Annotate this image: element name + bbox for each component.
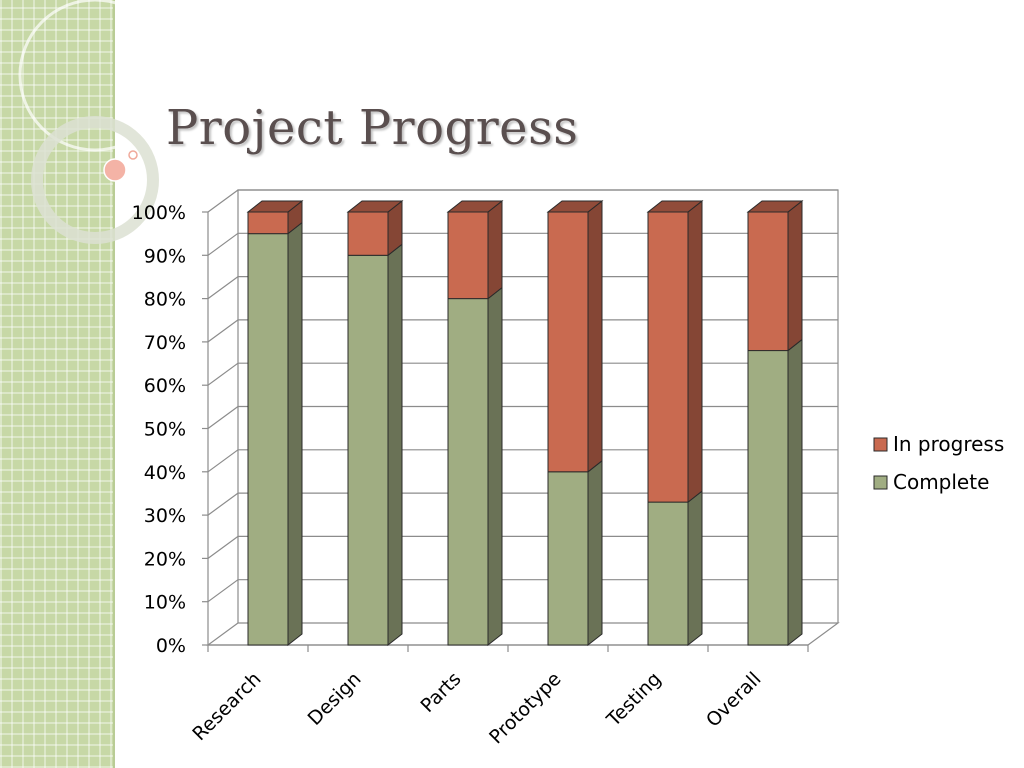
x-axis-category-labels: Research Design Parts Prototype Testing Overa… (188, 668, 765, 748)
chart-gridlines (207, 189, 838, 603)
bar-segment (647, 490, 703, 647)
bar-segment (247, 221, 303, 647)
bar-segment (746, 199, 804, 352)
chart-legend: In progress Complete (873, 432, 1004, 494)
bar-segment (447, 286, 503, 647)
x-category-label: Overall (702, 668, 766, 732)
y-tick-label: 30% (144, 505, 186, 527)
gridline (207, 492, 838, 516)
decor-ring-large (18, 0, 172, 152)
bar-side (787, 338, 803, 647)
bar-front (647, 501, 689, 646)
bar-side (787, 199, 803, 352)
gridline (207, 535, 838, 559)
bar-front (747, 211, 789, 352)
slide-title: Project Progress (166, 100, 579, 156)
bar-side (687, 199, 703, 504)
legend-swatch (873, 437, 888, 452)
x-category-label: Research (188, 668, 265, 745)
y-tick-label: 80% (144, 289, 186, 311)
y-tick-label: 90% (144, 245, 186, 267)
bar-side (387, 243, 403, 647)
decorative-circles (18, 0, 172, 244)
bar-front (347, 211, 389, 256)
bar-top (446, 200, 504, 213)
x-category-label: Testing (602, 668, 665, 731)
bar-side (687, 490, 703, 647)
y-tick-label: 40% (144, 462, 186, 484)
bar-front (547, 211, 589, 473)
gridline (207, 405, 838, 429)
bar-side (487, 286, 503, 647)
x-category-label: Parts (416, 668, 465, 717)
bar-side (587, 459, 603, 647)
y-tick-label: 50% (144, 419, 186, 441)
bar-segment (547, 459, 603, 647)
bar-segment (646, 199, 704, 504)
y-axis-tick-labels: 0% 10% 20% 30% 40% 50% 60% 70% 80% 90% 100% (132, 202, 186, 657)
y-tick-label: 70% (144, 332, 186, 354)
bar-stack (746, 199, 804, 647)
gridline (207, 276, 838, 300)
bar-segment (446, 199, 504, 300)
bar-top (346, 200, 404, 213)
y-tick-label: 10% (144, 592, 186, 614)
gridline (207, 189, 838, 213)
gridline (207, 319, 838, 343)
bar-front (747, 350, 789, 646)
legend-swatch (873, 475, 888, 490)
bar-front (247, 233, 289, 646)
bar-top (546, 200, 604, 213)
y-tick-label: 20% (144, 548, 186, 570)
gridline (207, 579, 838, 603)
bar-segment (346, 199, 404, 257)
gridline (207, 232, 838, 256)
bar-front (247, 211, 289, 235)
bar-segment (747, 338, 803, 647)
bar-segment (347, 243, 403, 647)
x-category-label: Prototype (485, 668, 565, 748)
bar-stack (546, 199, 604, 647)
bar-top (646, 200, 704, 213)
bar-top (746, 200, 804, 213)
y-tick-label: 60% (144, 375, 186, 397)
gridline (207, 449, 838, 473)
bar-stack (246, 199, 304, 647)
bar-segment (246, 199, 304, 235)
bar-front (347, 254, 389, 646)
gridline (207, 362, 838, 386)
bar-side (587, 199, 603, 473)
x-category-label: Design (304, 668, 366, 730)
bar-front (447, 211, 489, 300)
y-tick-label: 100% (132, 202, 186, 224)
decor-ring-small (31, 116, 159, 244)
bar-front (447, 298, 489, 646)
bar-stack (446, 199, 504, 647)
chart-bars (246, 199, 804, 647)
bar-segment (546, 199, 604, 473)
decor-dot-pink (103, 158, 127, 182)
decor-dot-outline (128, 150, 138, 160)
y-tick-label: 0% (156, 635, 186, 657)
bar-stack (646, 199, 704, 647)
bar-front (647, 211, 689, 503)
bar-front (547, 471, 589, 646)
legend-label: In progress (893, 432, 1004, 456)
bar-top (246, 200, 304, 213)
legend-label: Complete (893, 470, 989, 494)
chart-axis (202, 211, 809, 652)
bar-side (287, 221, 303, 647)
bar-side (487, 199, 503, 300)
bar-stack (346, 199, 404, 647)
